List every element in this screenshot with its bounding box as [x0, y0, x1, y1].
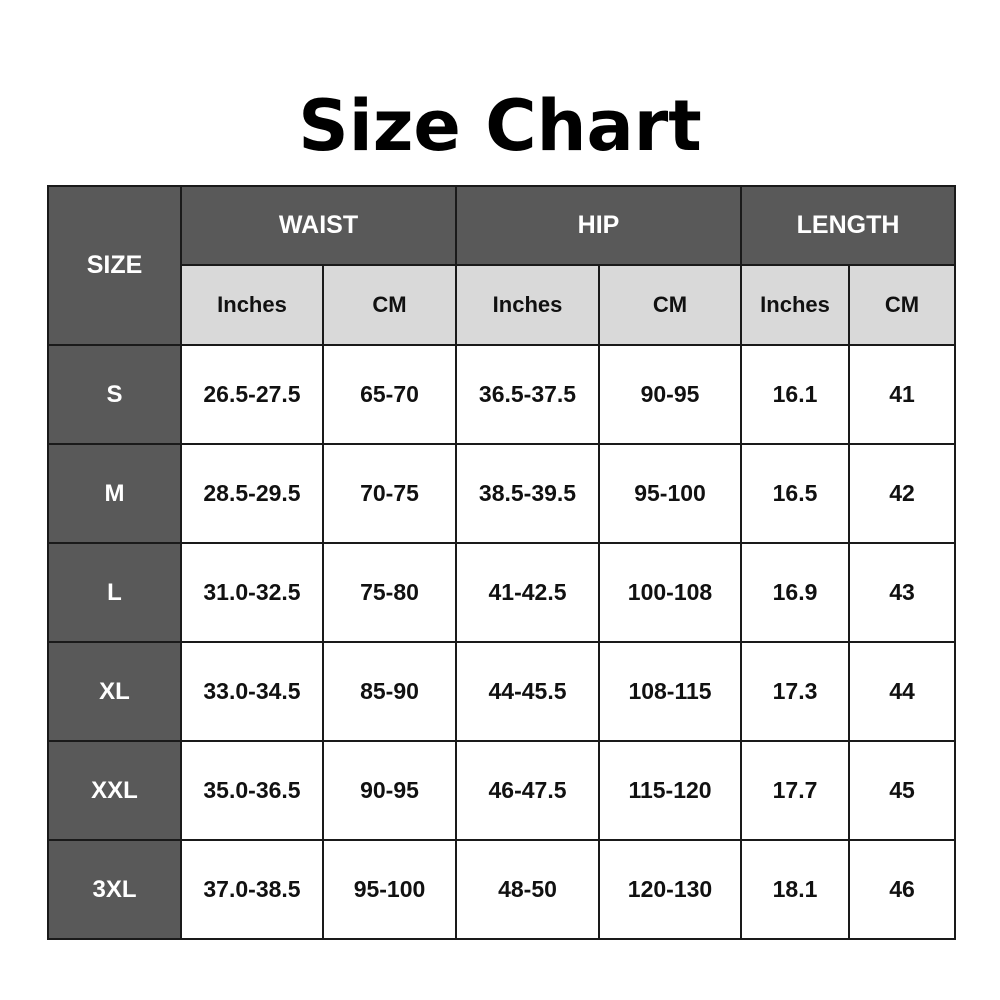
- length-inches-cell: 16.5: [740, 443, 851, 544]
- hip-inches-cell: 48-50: [455, 839, 601, 940]
- waist-cm-cell: 85-90: [321, 641, 458, 742]
- length-cm-header: CM: [848, 264, 957, 346]
- hip-inches-header: Inches: [455, 264, 601, 346]
- hip-cm-cell: 115-120: [598, 740, 743, 841]
- table-row: L 31.0-32.5 75-80 41-42.5 100-108 16.9 43: [47, 542, 957, 643]
- waist-cm-cell: 70-75: [321, 443, 458, 544]
- length-cm-cell: 42: [848, 443, 957, 544]
- waist-inches-cell: 26.5-27.5: [180, 344, 324, 445]
- size-cell: M: [47, 443, 182, 544]
- waist-inches-cell: 37.0-38.5: [180, 839, 324, 940]
- waist-inches-cell: 31.0-32.5: [180, 542, 324, 643]
- length-inches-header: Inches: [740, 264, 851, 346]
- waist-inches-cell: 33.0-34.5: [180, 641, 324, 742]
- table-row: M 28.5-29.5 70-75 38.5-39.5 95-100 16.5 42: [47, 443, 957, 544]
- length-cm-cell: 43: [848, 542, 957, 643]
- size-cell: L: [47, 542, 182, 643]
- length-inches-cell: 18.1: [740, 839, 851, 940]
- hip-cm-cell: 90-95: [598, 344, 743, 445]
- length-inches-cell: 17.7: [740, 740, 851, 841]
- waist-cm-cell: 90-95: [321, 740, 458, 841]
- hip-header: HIP: [455, 185, 743, 266]
- waist-cm-header: CM: [321, 264, 458, 346]
- length-cm-cell: 45: [848, 740, 957, 841]
- waist-inches-cell: 35.0-36.5: [180, 740, 324, 841]
- table-row: XL 33.0-34.5 85-90 44-45.5 108-115 17.3 44: [47, 641, 957, 742]
- waist-header: WAIST: [179, 185, 458, 266]
- table-row: S 26.5-27.5 65-70 36.5-37.5 90-95 16.1 41: [47, 344, 957, 445]
- table-row: XXL 35.0-36.5 90-95 46-47.5 115-120 17.7 45: [47, 740, 957, 841]
- page-title: Size Chart: [298, 85, 702, 167]
- size-cell: 3XL: [47, 839, 182, 940]
- hip-inches-cell: 36.5-37.5: [455, 344, 601, 445]
- waist-inches-header: Inches: [180, 264, 324, 346]
- hip-cm-cell: 120-130: [598, 839, 743, 940]
- hip-cm-cell: 108-115: [598, 641, 743, 742]
- size-chart-table: SIZE WAIST HIP LENGTH Inches CM Inches C…: [47, 185, 957, 940]
- length-cm-cell: 46: [848, 839, 957, 940]
- size-cell: XXL: [47, 740, 182, 841]
- waist-cm-cell: 95-100: [321, 839, 458, 940]
- size-cell: XL: [47, 641, 182, 742]
- table-row: 3XL 37.0-38.5 95-100 48-50 120-130 18.1 46: [47, 839, 957, 940]
- length-cm-cell: 41: [848, 344, 957, 445]
- length-inches-cell: 17.3: [740, 641, 851, 742]
- hip-inches-cell: 38.5-39.5: [455, 443, 601, 544]
- waist-cm-cell: 75-80: [321, 542, 458, 643]
- length-inches-cell: 16.1: [740, 344, 851, 445]
- hip-inches-cell: 41-42.5: [455, 542, 601, 643]
- length-inches-cell: 16.9: [740, 542, 851, 643]
- waist-inches-cell: 28.5-29.5: [180, 443, 324, 544]
- hip-cm-cell: 95-100: [598, 443, 743, 544]
- length-header: LENGTH: [740, 185, 957, 266]
- hip-inches-cell: 46-47.5: [455, 740, 601, 841]
- size-cell: S: [47, 344, 182, 445]
- hip-cm-cell: 100-108: [598, 542, 743, 643]
- waist-cm-cell: 65-70: [321, 344, 458, 445]
- size-header: SIZE: [47, 185, 182, 346]
- hip-cm-header: CM: [598, 264, 743, 346]
- hip-inches-cell: 44-45.5: [455, 641, 601, 742]
- length-cm-cell: 44: [848, 641, 957, 742]
